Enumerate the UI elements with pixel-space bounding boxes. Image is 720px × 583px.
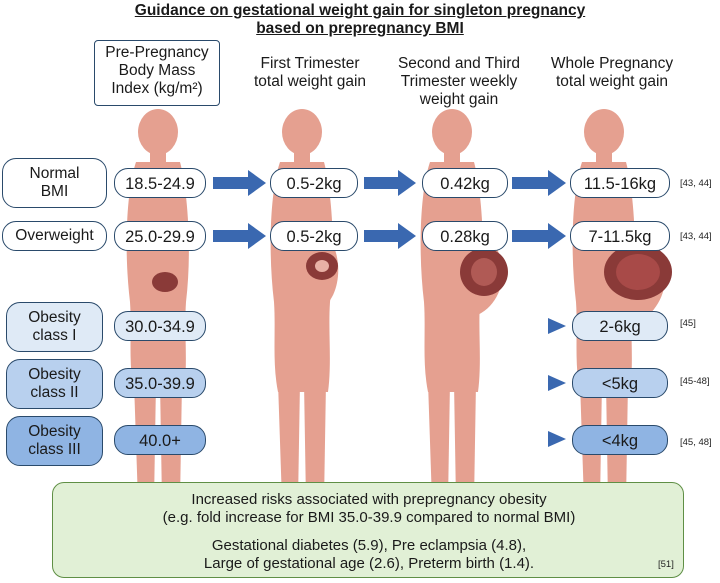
row-label-overweight: Overweight (2, 221, 107, 251)
column-header-first-trimester: First Trimester total weight gain (240, 55, 380, 91)
column-header-bmi-line: Pre-Pregnancy (105, 44, 209, 61)
bmi-range-obesity-3: 40.0+ (114, 425, 206, 455)
row-label-line: class II (30, 384, 79, 401)
column-header-bmi-line: Body Mass (118, 62, 196, 79)
risk-heading: Increased risks associated with prepregn… (191, 491, 547, 508)
arrows-row-normal (213, 170, 566, 196)
arrows-row-obesity-3 (212, 431, 566, 447)
total-gain-obesity-3: <4kg (572, 425, 668, 455)
figure-second-third-trimester (420, 109, 508, 502)
uterus-icon (152, 272, 178, 292)
row-label-obesity-class-2: Obesity class II (6, 359, 103, 409)
bmi-range-overweight: 25.0-29.9 (114, 221, 206, 251)
total-gain-obesity-2: <5kg (572, 368, 668, 398)
column-header-bmi-box: Pre-Pregnancy Body Mass Index (kg/m²) (94, 40, 220, 106)
risk-subheading: (e.g. fold increase for BMI 35.0-39.9 co… (162, 509, 576, 526)
row-label-line: BMI (40, 183, 69, 200)
risk-box: Increased risks associated with prepregn… (52, 482, 684, 578)
column-header-second-third: Second and Third Trimester weekly weight… (384, 55, 534, 109)
row-label-line: Obesity (28, 309, 81, 326)
arrow-icon (548, 431, 566, 447)
column-header-line: total weight gain (555, 73, 669, 90)
reference-obesity-2: [45-48] (680, 376, 710, 387)
column-header-line: Whole Pregnancy (550, 55, 674, 72)
reference-overweight: [43, 44] (680, 231, 712, 242)
arrow-icon (213, 223, 266, 249)
arrow-icon (548, 375, 566, 391)
diagram-title: Guidance on gestational weight gain for … (134, 2, 586, 19)
row-label-obesity-class-3: Obesity class III (6, 416, 103, 466)
weekly-gain-overweight: 0.28kg (422, 221, 508, 251)
row-label-line: Obesity (28, 423, 81, 440)
arrows-row-overweight (213, 223, 566, 249)
column-header-line: weight gain (419, 91, 499, 108)
arrow-icon (213, 170, 266, 196)
arrows-row-obesity-1 (212, 318, 566, 334)
total-gain-normal: 11.5-16kg (570, 168, 670, 198)
bmi-range-obesity-2: 35.0-39.9 (114, 368, 206, 398)
first-trimester-gain-overweight: 0.5-2kg (270, 221, 358, 251)
first-trimester-gain-normal: 0.5-2kg (270, 168, 358, 198)
risk-list-line-2: Large of gestational age (2.6), Preterm … (203, 555, 535, 572)
column-header-whole-pregnancy: Whole Pregnancy total weight gain (537, 55, 687, 91)
total-gain-obesity-1: 2-6kg (572, 311, 668, 341)
figure-pre-pregnancy (126, 109, 189, 502)
arrow-icon (364, 170, 416, 196)
reference-normal: [43, 44] (680, 178, 712, 189)
column-header-line: Trimester weekly (400, 73, 518, 90)
total-gain-overweight: 7-11.5kg (570, 221, 670, 251)
weekly-gain-normal: 0.42kg (422, 168, 508, 198)
column-header-line: total weight gain (253, 73, 367, 90)
row-label-line: class III (28, 441, 81, 458)
arrow-icon (512, 223, 566, 249)
column-header-line: First Trimester (260, 55, 360, 72)
arrow-icon (364, 223, 416, 249)
row-label-normal-bmi: Normal BMI (2, 158, 107, 208)
row-label-line: class I (32, 327, 77, 344)
row-label-line: Normal (29, 165, 80, 182)
diagram-subtitle: based on prepregnancy BMI (256, 20, 464, 37)
arrows-row-obesity-2 (212, 375, 566, 391)
arrow-icon (548, 318, 566, 334)
bmi-range-normal: 18.5-24.9 (114, 168, 206, 198)
bmi-range-obesity-1: 30.0-34.9 (114, 311, 206, 341)
row-label-line: Obesity (28, 366, 81, 383)
reference-obesity-3: [45, 48] (680, 437, 712, 448)
risk-list-line-1: Gestational diabetes (5.9), Pre eclampsi… (211, 537, 527, 554)
row-label-obesity-class-1: Obesity class I (6, 302, 103, 352)
reference-risk: [51] (658, 559, 674, 570)
reference-obesity-1: [45] (680, 318, 696, 329)
column-header-bmi-line: Index (kg/m²) (111, 80, 203, 97)
arrow-icon (512, 170, 566, 196)
column-header-line: Second and Third (397, 55, 521, 72)
